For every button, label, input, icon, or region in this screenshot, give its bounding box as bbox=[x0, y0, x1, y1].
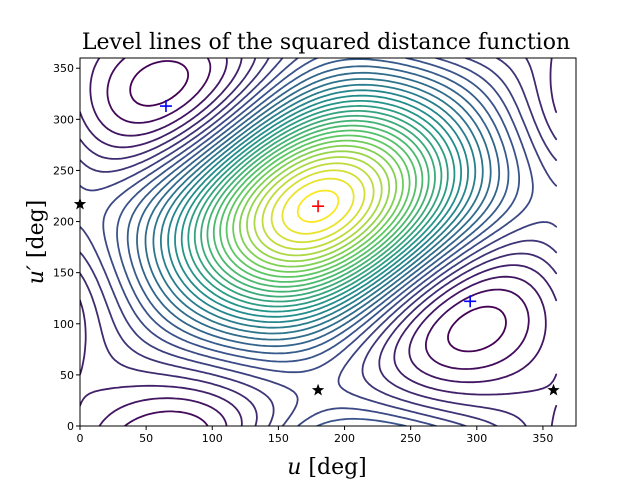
maximum-marker bbox=[312, 200, 325, 213]
contour-level bbox=[80, 58, 558, 426]
contour-level bbox=[126, 58, 510, 355]
contour-level bbox=[281, 177, 355, 235]
contour-level bbox=[144, 71, 492, 341]
saddle-point-marker bbox=[464, 295, 477, 308]
contour-level bbox=[160, 83, 477, 329]
x-axis-ticks: 0 50 100 150 200 250 300 350 bbox=[77, 426, 553, 445]
boundary-star-marker bbox=[547, 383, 560, 396]
contour-level bbox=[225, 134, 411, 278]
contour-level bbox=[261, 162, 375, 251]
x-axis-label: u [deg] bbox=[287, 455, 367, 480]
saddle-point-marker bbox=[159, 100, 172, 113]
contour-lines bbox=[80, 58, 558, 426]
contour-level bbox=[180, 100, 456, 313]
contour-level bbox=[129, 60, 507, 353]
contour-level bbox=[246, 150, 391, 263]
x-axis-variable: u bbox=[287, 455, 301, 480]
contour-level bbox=[174, 94, 462, 318]
contour-level bbox=[212, 124, 424, 288]
x-tick-label: 100 bbox=[202, 432, 223, 445]
x-tick-label: 300 bbox=[466, 432, 487, 445]
contour-level bbox=[270, 169, 366, 244]
contour-level bbox=[296, 189, 340, 223]
y-axis-ticks: 0 50 100 150 200 250 300 350 bbox=[53, 62, 80, 433]
y-tick-label: 100 bbox=[53, 318, 74, 331]
y-tick-label: 200 bbox=[53, 216, 74, 229]
y-tick-label: 250 bbox=[53, 164, 74, 177]
y-tick-label: 300 bbox=[53, 113, 74, 126]
contour-level bbox=[239, 144, 398, 268]
contour-level bbox=[106, 58, 530, 426]
plot-frame bbox=[79, 57, 577, 427]
contour-level bbox=[80, 58, 558, 426]
contour-level bbox=[152, 78, 484, 335]
contour-level bbox=[200, 114, 436, 298]
x-tick-label: 0 bbox=[77, 432, 84, 445]
contour-level bbox=[167, 89, 469, 323]
x-tick-label: 250 bbox=[400, 432, 421, 445]
y-tick-label: 50 bbox=[60, 369, 74, 382]
y-tick-label: 150 bbox=[53, 267, 74, 280]
x-tick-label: 200 bbox=[334, 432, 355, 445]
contour-level bbox=[80, 58, 558, 426]
contour-level bbox=[219, 129, 417, 283]
x-tick-label: 350 bbox=[532, 432, 553, 445]
chart-title: Level lines of the squared distance func… bbox=[82, 30, 570, 55]
y-axis-label: u′ [deg] bbox=[24, 200, 49, 285]
y-axis-variable: u′ bbox=[24, 265, 49, 284]
x-tick-label: 150 bbox=[268, 432, 289, 445]
x-tick-label: 50 bbox=[139, 432, 153, 445]
y-tick-label: 0 bbox=[67, 420, 74, 433]
x-axis-unit: [deg] bbox=[301, 455, 366, 480]
contour-level bbox=[187, 105, 449, 308]
y-axis-unit: [deg] bbox=[24, 200, 49, 265]
contour-level bbox=[89, 58, 547, 426]
contour-level bbox=[136, 65, 501, 348]
y-tick-label: 350 bbox=[53, 62, 74, 75]
contour-level bbox=[193, 110, 443, 303]
contour-level bbox=[253, 156, 383, 257]
contour-level bbox=[206, 119, 430, 293]
boundary-star-marker bbox=[311, 383, 325, 396]
contour-level bbox=[232, 139, 404, 273]
